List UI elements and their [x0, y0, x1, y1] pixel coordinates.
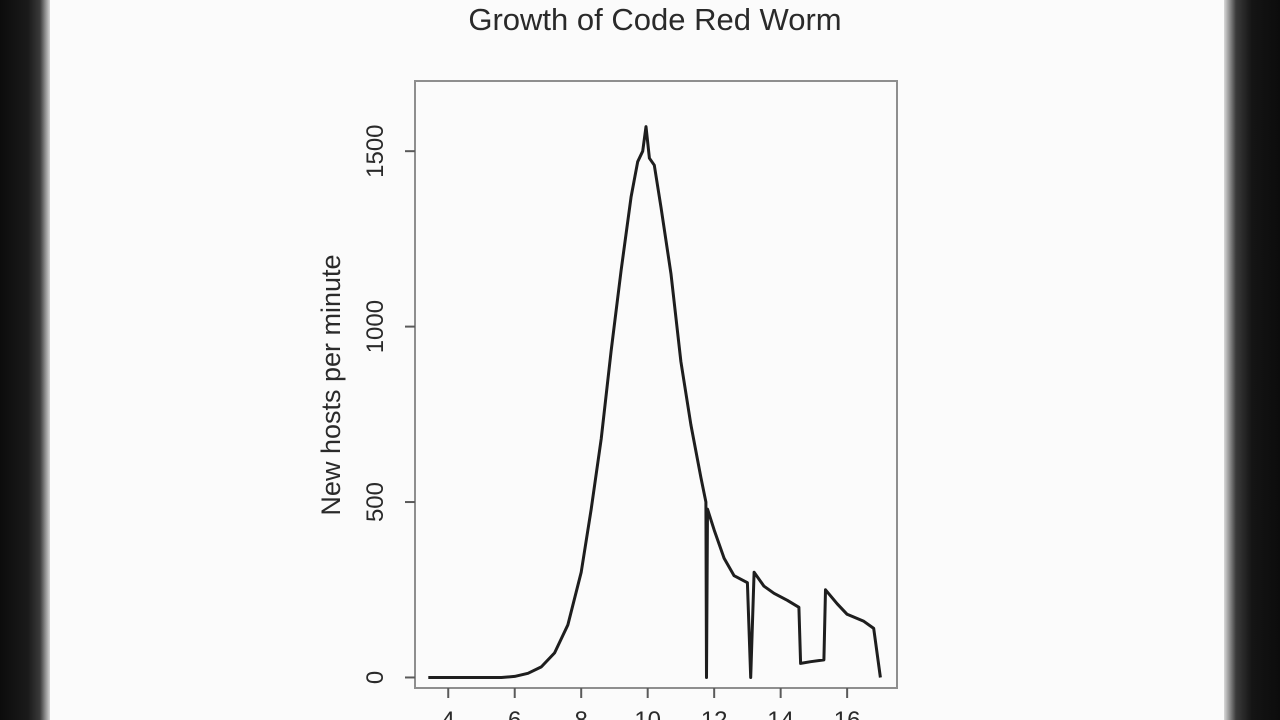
y-tick-label: 500 [362, 482, 389, 522]
y-tick-label: 1000 [362, 300, 389, 353]
x-tick-label: 16 [834, 707, 861, 720]
y-tick-label: 0 [362, 671, 389, 684]
slide-background [50, 0, 1224, 720]
x-tick-label: 14 [767, 707, 794, 720]
x-axis-ticks: 4 6 8 10 12 14 16 [442, 688, 861, 720]
x-tick-label: 10 [634, 707, 661, 720]
plot-frame [414, 80, 898, 689]
x-tick-label: 8 [575, 707, 588, 720]
x-tick-label: 6 [508, 707, 521, 720]
x-tick-label: 12 [701, 707, 728, 720]
x-tick-label: 4 [442, 707, 455, 720]
chart-title: Growth of Code Red Worm [468, 2, 841, 37]
y-tick-label: 1500 [362, 124, 389, 177]
y-axis-label: New hosts per minute [316, 254, 346, 515]
y-axis-ticks: 0 500 1000 1500 [362, 124, 415, 684]
series-line-0 [428, 125, 882, 679]
series-layer [428, 125, 882, 679]
